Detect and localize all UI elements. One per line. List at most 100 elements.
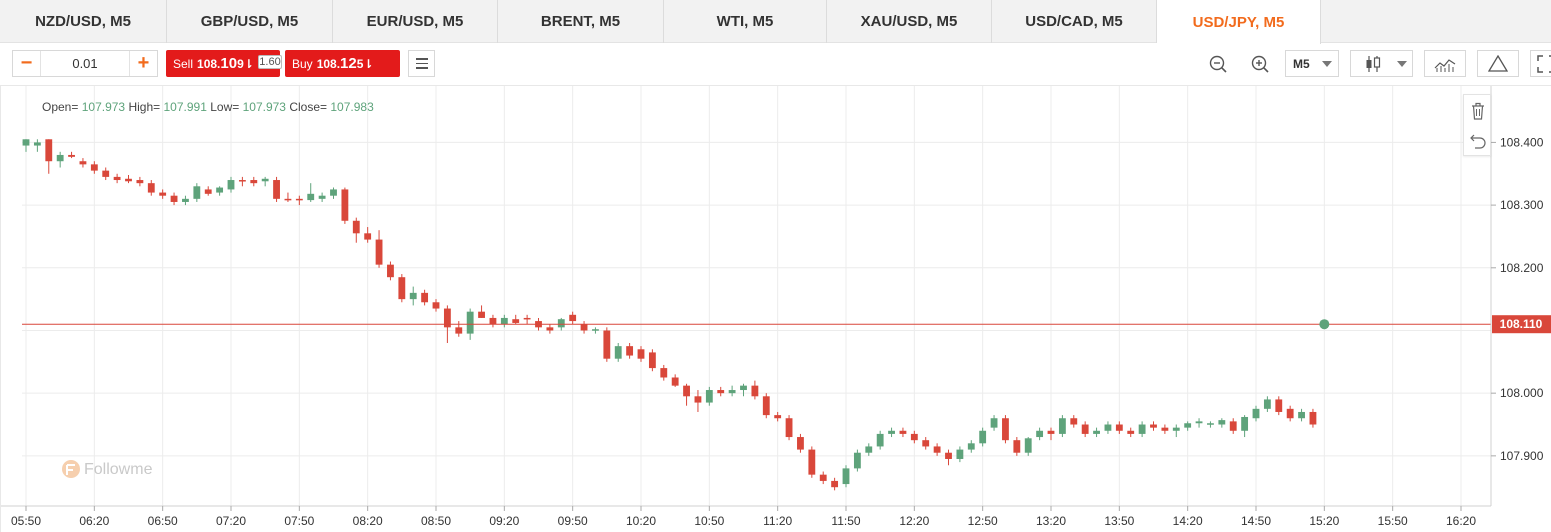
- candle-body: [307, 193, 315, 201]
- drawing-tools-button[interactable]: [1477, 50, 1519, 77]
- candle-body: [455, 327, 463, 334]
- candle: [751, 380, 759, 400]
- candle: [1184, 421, 1192, 431]
- candle-body: [1298, 411, 1305, 419]
- undo-icon[interactable]: [1469, 131, 1487, 154]
- candle: [899, 427, 907, 438]
- candle-body: [238, 180, 246, 182]
- tab-wti[interactable]: WTI, M5: [664, 0, 827, 43]
- current-price-badge: [1492, 315, 1551, 334]
- candle-body: [170, 195, 178, 202]
- candle: [1002, 415, 1009, 444]
- candle-body: [774, 415, 782, 419]
- tab-brent[interactable]: BRENT, M5: [498, 0, 664, 43]
- decrease-quantity-button[interactable]: −: [20, 52, 33, 74]
- candle-body: [352, 220, 360, 234]
- candle-body: [182, 198, 189, 202]
- candle: [580, 321, 588, 334]
- candle-body: [1047, 430, 1055, 434]
- candle: [865, 443, 873, 456]
- symbol-tabs: NZD/USD, M5 GBP/USD, M5 EUR/USD, M5 BREN…: [0, 0, 1551, 44]
- candle-body: [1104, 424, 1112, 431]
- candle: [352, 217, 360, 243]
- timeframe-select[interactable]: M5: [1285, 50, 1339, 77]
- candle: [1058, 415, 1066, 438]
- candle: [375, 230, 383, 268]
- candle-body: [1207, 423, 1214, 425]
- tab-usd-cad[interactable]: USD/CAD, M5: [992, 0, 1157, 43]
- quantity-stepper: − 0.01 +: [12, 50, 158, 77]
- candle-body: [512, 319, 520, 323]
- candle-body: [432, 302, 440, 309]
- candle: [523, 314, 531, 325]
- candle-body: [648, 352, 656, 369]
- tab-xau-usd[interactable]: XAU/USD, M5: [827, 0, 992, 43]
- fullscreen-button[interactable]: [1530, 50, 1551, 77]
- candle-body: [933, 446, 941, 453]
- y-tick-label: 108.000: [1500, 386, 1544, 400]
- candle: [56, 151, 64, 168]
- candle: [648, 349, 656, 372]
- open-value: 107.973: [81, 100, 126, 114]
- candle: [170, 192, 178, 206]
- candle-body: [250, 180, 258, 184]
- candle: [990, 415, 998, 431]
- candle-body: [398, 277, 406, 300]
- chevron-down-icon: [1321, 60, 1332, 67]
- candlestick-chart[interactable]: Followme 108.400 108.300 108.200 108.000 107…: [0, 86, 1551, 532]
- candle-body: [922, 440, 930, 447]
- candle: [79, 158, 87, 168]
- candlestick-icon: [1366, 55, 1381, 72]
- candle-body: [216, 187, 224, 193]
- candle: [1047, 427, 1055, 441]
- candle-body: [79, 161, 87, 165]
- candle: [683, 383, 690, 406]
- candle-body: [990, 418, 998, 428]
- candle: [455, 321, 463, 337]
- candle-body: [478, 311, 485, 318]
- candle: [1207, 421, 1214, 428]
- x-tick-label: 14:20: [1173, 514, 1203, 528]
- candle: [1138, 421, 1146, 438]
- chart-type-select[interactable]: [1350, 50, 1413, 77]
- candle-body: [375, 239, 383, 265]
- followme-watermark: Followme: [62, 460, 153, 478]
- candle: [717, 386, 725, 397]
- indicators-button[interactable]: [1424, 50, 1466, 77]
- candle-body: [1229, 421, 1237, 431]
- candle-body: [1036, 430, 1044, 438]
- candle: [569, 311, 577, 325]
- candle-body: [1150, 424, 1157, 428]
- menu-icon[interactable]: [408, 50, 435, 77]
- buy-label: Buy: [292, 56, 313, 71]
- watermark-text: Followme: [84, 461, 153, 478]
- candle-body: [1241, 416, 1249, 431]
- zoom-out-icon[interactable]: [1205, 50, 1231, 77]
- candle: [762, 393, 770, 419]
- candle: [1024, 437, 1032, 456]
- candle: [876, 430, 884, 450]
- candle: [785, 415, 793, 441]
- zoom-in-icon[interactable]: [1247, 50, 1273, 77]
- tab-usd-jpy[interactable]: USD/JPY, M5: [1157, 0, 1321, 44]
- candle-body: [592, 329, 599, 331]
- price-chart[interactable]: Followme 108.400 108.300 108.200 108.000 107…: [0, 86, 1551, 532]
- candle: [694, 390, 702, 412]
- x-tick-label: 14:50: [1241, 514, 1271, 528]
- candle-body: [443, 308, 451, 328]
- candle-body: [614, 346, 622, 359]
- tab-gbp-usd[interactable]: GBP/USD, M5: [167, 0, 333, 43]
- increase-quantity-button[interactable]: +: [137, 52, 150, 74]
- x-tick-label: 12:50: [968, 514, 998, 528]
- candle: [478, 305, 485, 318]
- buy-button[interactable]: Buy 108.125⇂: [285, 50, 400, 77]
- quantity-input[interactable]: 0.01: [40, 51, 130, 76]
- candle-body: [945, 452, 952, 459]
- tab-nzd-usd[interactable]: NZD/USD, M5: [0, 0, 167, 43]
- trash-icon[interactable]: [1469, 101, 1487, 126]
- candle-body: [785, 418, 793, 438]
- x-tick-label: 06:20: [79, 514, 109, 528]
- tab-eur-usd[interactable]: EUR/USD, M5: [333, 0, 498, 43]
- candle: [330, 187, 337, 199]
